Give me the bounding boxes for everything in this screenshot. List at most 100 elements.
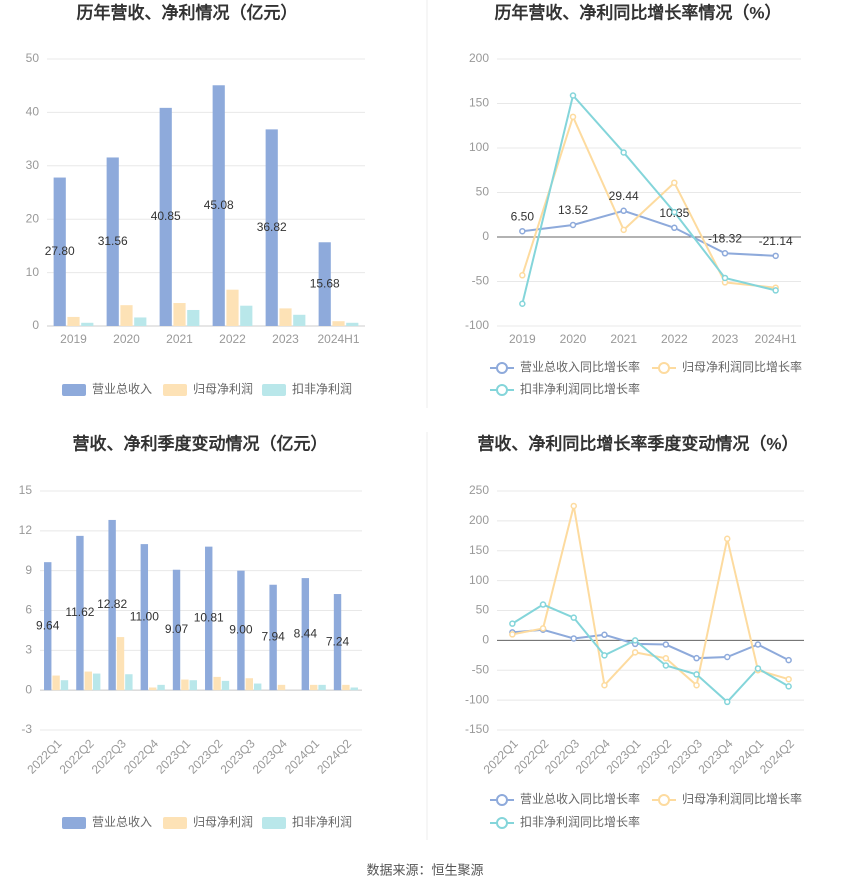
- legend-swatch: [262, 384, 286, 396]
- x-tick-label: 2024Q1: [282, 736, 322, 776]
- legend-swatch: [163, 384, 187, 396]
- legend-label: 扣非净利润同比增长率: [520, 814, 640, 829]
- legend-label: 营业总收入: [92, 382, 152, 396]
- y-tick-label: 0: [32, 318, 39, 332]
- point: [693, 654, 700, 662]
- x-tick-label: 2019: [60, 332, 87, 346]
- bar: [253, 683, 262, 691]
- value-label: 36.82: [257, 220, 287, 234]
- bar: [332, 321, 345, 326]
- point: [724, 653, 731, 661]
- bar: [205, 546, 213, 691]
- point: [772, 252, 779, 260]
- bar: [350, 687, 358, 691]
- y-tick-label: 6: [25, 603, 32, 617]
- point: [570, 635, 577, 642]
- bar: [157, 684, 165, 691]
- value-label: 11.00: [130, 609, 159, 623]
- point: [785, 683, 792, 690]
- legend-swatch: [658, 794, 670, 806]
- point: [539, 625, 547, 632]
- y-tick-label: 0: [482, 633, 489, 647]
- bar: [92, 673, 101, 691]
- value-label: -18.32: [708, 231, 742, 245]
- chart-title: 历年营收、净利同比增长率情况（%）: [494, 2, 781, 22]
- value-label: 8.44: [294, 626, 318, 640]
- value-label: 13.52: [558, 203, 588, 217]
- line: [521, 93, 776, 304]
- value-label: 40.85: [151, 209, 181, 223]
- point: [671, 208, 678, 216]
- x-tick-label: 2023Q3: [218, 736, 258, 776]
- bar: [140, 544, 149, 691]
- x-tick-label: 2022Q2: [57, 736, 97, 776]
- bar: [52, 675, 60, 691]
- y-tick-label: 20: [26, 211, 40, 225]
- value-label: 6.50: [511, 209, 535, 223]
- bar: [318, 684, 326, 691]
- value-label: 9.00: [229, 623, 253, 637]
- y-tick-label: -150: [465, 722, 489, 736]
- legend-label: 扣非净利润: [292, 815, 352, 829]
- y-tick-label: 10: [26, 265, 40, 279]
- point: [570, 502, 577, 510]
- bar: [212, 85, 225, 326]
- y-tick-label: 50: [476, 185, 490, 199]
- legend-label: 归母净利润同比增长率: [682, 791, 802, 806]
- point: [721, 274, 729, 282]
- x-tick-label: 2023: [712, 332, 739, 346]
- x-tick-label: 2021: [166, 332, 193, 346]
- point: [724, 535, 731, 543]
- x-tick-label: 2022Q1: [24, 736, 64, 776]
- legend-label: 扣非净利润同比增长率: [520, 381, 640, 396]
- legend-label: 归母净利润同比增长率: [682, 359, 802, 374]
- y-tick-label: -50: [472, 662, 490, 676]
- bar: [172, 569, 181, 691]
- y-tick-label: 150: [469, 96, 489, 110]
- bar: [293, 314, 306, 326]
- value-label: 12.82: [97, 597, 127, 611]
- bar: [116, 637, 125, 691]
- bar: [245, 678, 254, 691]
- bar: [173, 303, 186, 326]
- line: [522, 209, 776, 257]
- x-tick-label: 2024H1: [755, 332, 797, 346]
- legend-label: 扣非净利润: [292, 382, 352, 396]
- point: [519, 272, 526, 279]
- point: [785, 656, 792, 664]
- point: [721, 250, 729, 257]
- y-tick-label: 9: [25, 563, 32, 577]
- point: [785, 675, 792, 683]
- value-label: 15.68: [310, 276, 340, 290]
- y-tick-label: 100: [469, 140, 489, 154]
- point: [662, 662, 670, 669]
- bar: [76, 535, 84, 691]
- legend-swatch: [62, 384, 86, 396]
- value-label: 7.94: [261, 630, 285, 644]
- line: [512, 628, 790, 662]
- x-tick-label: 2024Q2: [757, 736, 797, 776]
- point: [724, 698, 731, 706]
- y-tick-label: 50: [26, 51, 40, 65]
- point: [601, 652, 608, 659]
- y-tick-label: -100: [465, 692, 489, 706]
- legend-swatch: [496, 817, 508, 829]
- value-label: 45.08: [204, 198, 234, 212]
- bar: [108, 519, 116, 691]
- point: [631, 649, 639, 656]
- y-tick-label: -100: [465, 318, 489, 332]
- point: [569, 113, 577, 121]
- bar: [269, 584, 277, 691]
- bar: [265, 129, 278, 326]
- bar: [67, 316, 80, 326]
- y-tick-label: 3: [25, 643, 32, 657]
- y-tick-label: 200: [469, 513, 489, 527]
- point: [693, 671, 700, 678]
- legend-label: 归母净利润: [193, 382, 253, 396]
- bar: [125, 674, 133, 691]
- point: [671, 224, 678, 232]
- y-tick-label: 30: [26, 158, 40, 172]
- y-tick-label: -3: [21, 722, 32, 736]
- bar: [346, 322, 359, 326]
